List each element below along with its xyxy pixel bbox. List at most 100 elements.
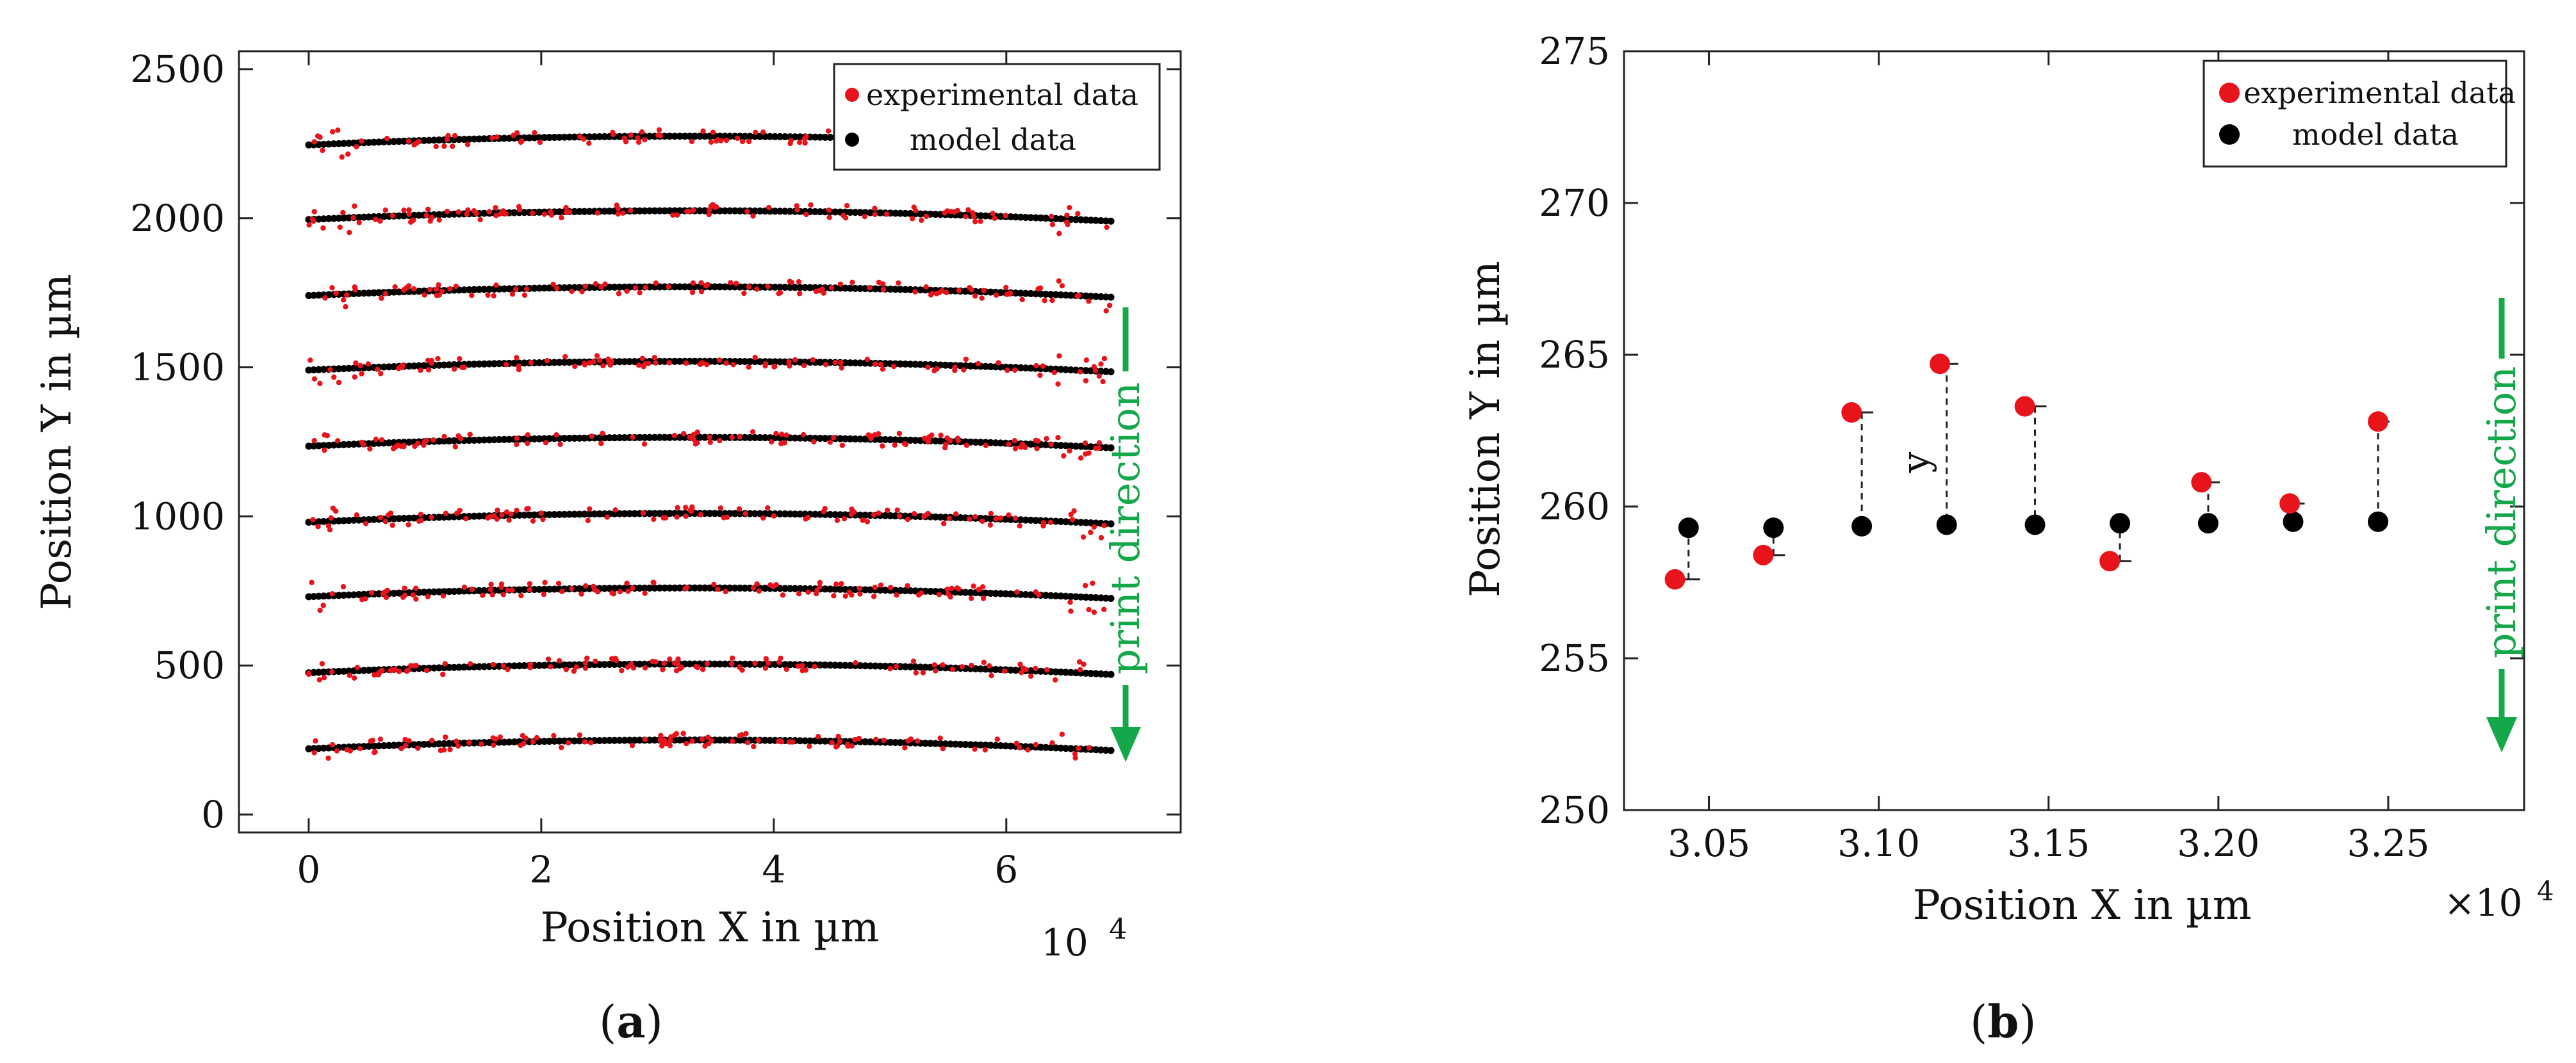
- experimental-point-a: [609, 590, 615, 596]
- experimental-point-a: [931, 662, 937, 668]
- experimental-point-a: [642, 665, 648, 671]
- model-point-a: [400, 137, 408, 145]
- experimental-point-a: [410, 592, 416, 598]
- experimental-point-a: [562, 353, 568, 360]
- model-point-a: [721, 736, 728, 744]
- experimental-point-a: [795, 663, 801, 669]
- model-point-a: [992, 742, 999, 749]
- experimental-point-a: [699, 736, 705, 742]
- experimental-point-a: [940, 745, 946, 752]
- experimental-point-a: [742, 511, 748, 517]
- model-point-a: [1092, 216, 1100, 224]
- model-point-a: [335, 365, 343, 373]
- experimental-point-a: [377, 736, 384, 742]
- experimental-point-a: [1096, 373, 1103, 379]
- experimental-point-a: [441, 143, 447, 149]
- model-point-a: [480, 436, 488, 444]
- model-point-a: [505, 435, 513, 443]
- model-point-a: [661, 584, 669, 592]
- model-point-a: [746, 660, 754, 668]
- model-point-a: [445, 740, 453, 747]
- experimental-point-a: [628, 132, 634, 138]
- panel-label-b: (b): [1970, 995, 2037, 1048]
- experimental-point-a: [534, 734, 540, 741]
- experimental-point-a: [1083, 583, 1088, 588]
- experimental-point-a: [429, 514, 434, 521]
- model-point-a: [711, 357, 719, 365]
- experimental-point-a: [671, 432, 678, 439]
- model-point-a: [832, 511, 839, 519]
- model-point-a: [751, 434, 759, 441]
- model-point-a: [781, 133, 789, 141]
- experimental-point-a: [413, 585, 419, 591]
- model-point-a: [576, 510, 584, 518]
- experimental-point-a: [641, 364, 646, 369]
- model-point-a: [340, 591, 348, 599]
- model-point-a: [616, 736, 623, 744]
- experimental-point-a: [640, 510, 646, 516]
- model-point-a: [380, 213, 388, 220]
- experimental-point-a: [754, 286, 760, 292]
- model-point-a: [580, 510, 588, 518]
- model-point-a: [821, 661, 829, 669]
- experimental-point-a: [762, 665, 769, 671]
- model-point-a: [420, 740, 428, 748]
- experimental-point-a: [923, 284, 929, 290]
- experimental-point-a: [436, 217, 442, 223]
- experimental-point-a: [311, 437, 317, 444]
- experimental-point-a: [635, 135, 641, 141]
- model-point-a: [310, 593, 318, 601]
- experimental-point-a: [588, 740, 594, 745]
- experimental-point-a: [1035, 438, 1041, 444]
- experimental-point-a: [723, 588, 728, 594]
- legend-b: experimental data model data: [2203, 60, 2516, 168]
- model-point-a: [500, 285, 508, 293]
- experimental-point-a: [880, 286, 887, 293]
- model-point-a: [997, 742, 1005, 749]
- model-point-a: [315, 442, 323, 450]
- experimental-point-a: [1049, 222, 1056, 227]
- model-point-a: [355, 516, 363, 524]
- experimental-point-a: [591, 359, 596, 364]
- experimental-point-a: [513, 286, 519, 292]
- x-tick-label-b: 3.15: [2007, 822, 2090, 865]
- model-point-a: [335, 215, 343, 222]
- experimental-point-a: [1044, 435, 1049, 442]
- model-point-a: [546, 585, 554, 593]
- panel-label-close-a: ): [646, 996, 663, 1048]
- experimental-point-a: [944, 435, 950, 441]
- experimental-point-a: [1017, 745, 1022, 751]
- experimental-point-a: [803, 211, 809, 218]
- model-point-a: [1067, 366, 1074, 374]
- experimental-point-a: [583, 583, 589, 589]
- model-point-a: [520, 662, 528, 670]
- model-point-a: [390, 589, 398, 597]
- experimental-point-a: [872, 361, 878, 367]
- model-point-a: [801, 284, 809, 291]
- model-point-a: [320, 215, 327, 223]
- experimental-point-b: [2279, 493, 2301, 514]
- model-point-a: [857, 359, 864, 367]
- experimental-point-a: [447, 286, 453, 292]
- experimental-point-a: [689, 289, 696, 295]
- experimental-point-a: [833, 581, 839, 587]
- experimental-point-a: [345, 151, 351, 157]
- model-point-a: [676, 434, 684, 441]
- experimental-point-a: [443, 510, 449, 516]
- model-point-a: [555, 208, 563, 216]
- model-point-a: [1062, 291, 1070, 299]
- model-point-a: [997, 590, 1005, 597]
- model-point-a: [486, 286, 493, 293]
- experimental-point-a: [373, 216, 379, 222]
- model-point-a: [340, 214, 348, 222]
- deviation-lines-b: [1675, 362, 2390, 581]
- model-point-a: [335, 517, 343, 524]
- model-point-a: [385, 742, 393, 749]
- experimental-point-a: [1034, 446, 1040, 451]
- model-point-a: [305, 442, 313, 450]
- model-point-a: [661, 133, 669, 140]
- experimental-point-a: [493, 205, 498, 211]
- model-point-a: [816, 359, 824, 366]
- experimental-point-a: [704, 661, 710, 667]
- experimental-point-a: [969, 662, 974, 669]
